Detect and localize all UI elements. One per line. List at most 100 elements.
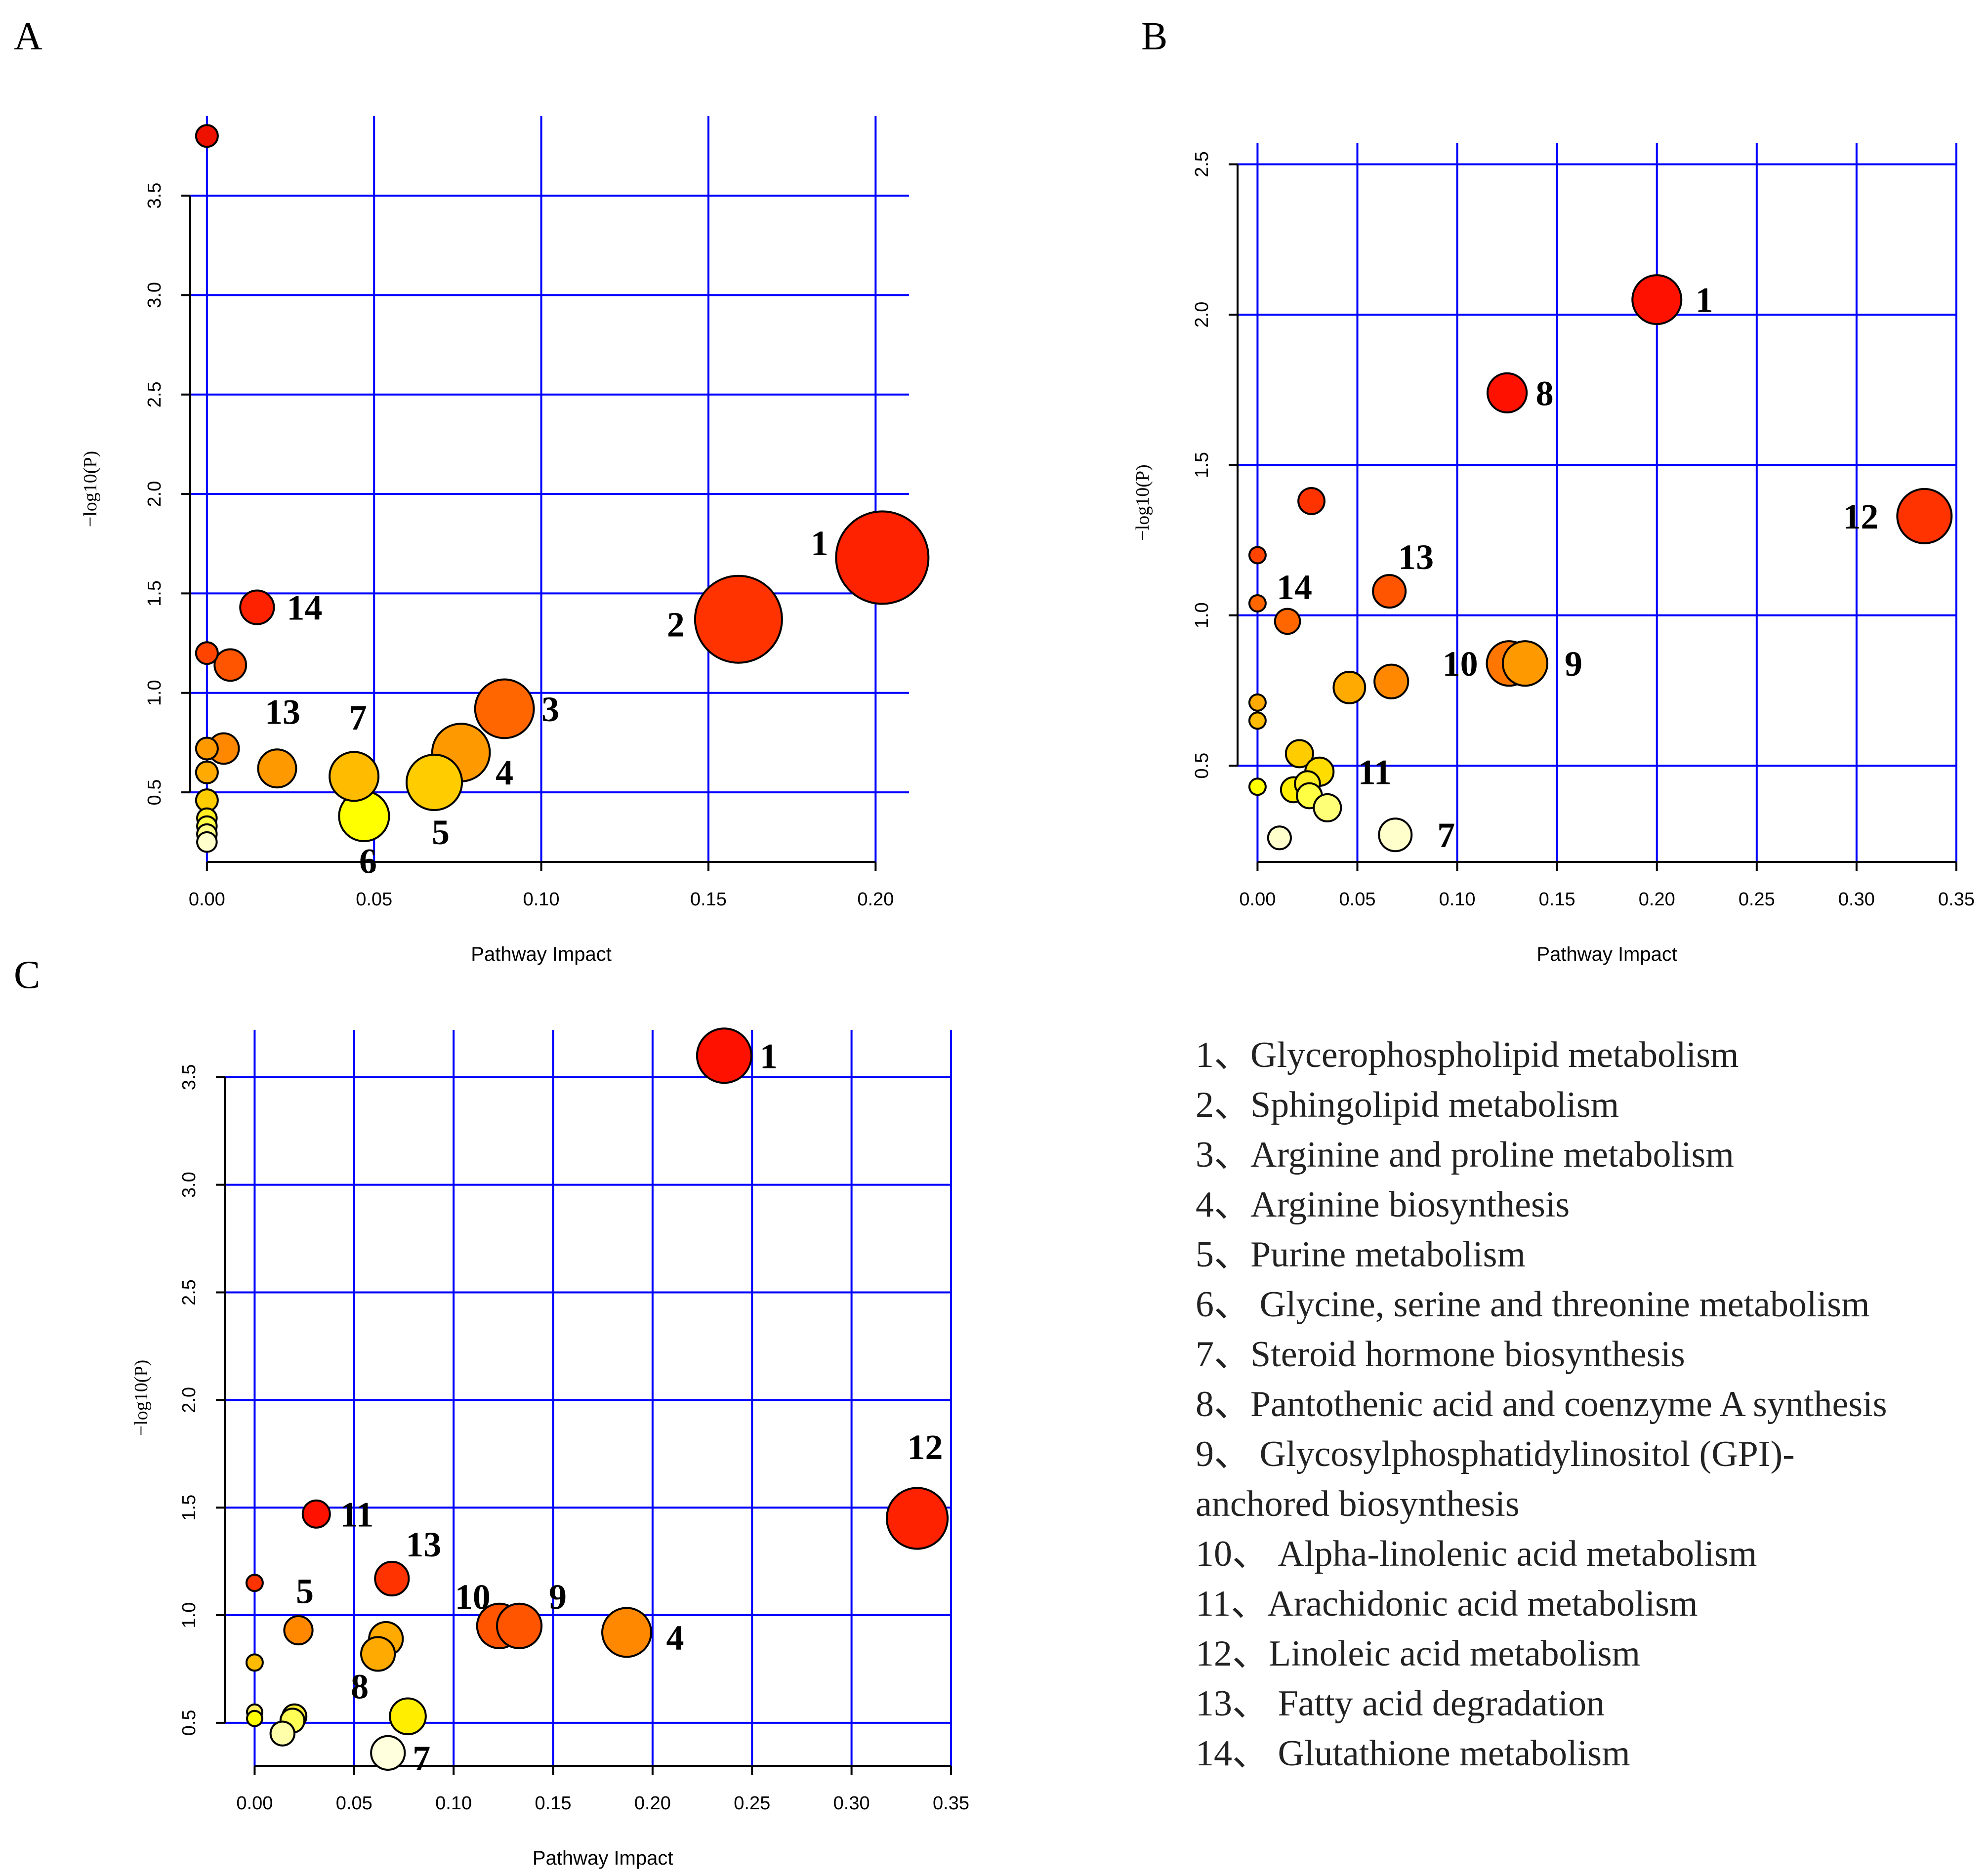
- legend-item: 2、Sphingolipid metabolism: [1196, 1085, 1619, 1125]
- bubble-point: [213, 648, 248, 682]
- legend-item: 9、 Glycosylphosphatidylinositol (GPI)-: [1196, 1434, 1795, 1474]
- y-tick-label: 2.5: [179, 1279, 200, 1305]
- bubble-point: [245, 1653, 264, 1672]
- y-tick-label: 3.5: [179, 1064, 200, 1090]
- bubble-point: [474, 678, 535, 739]
- bubble-point: [405, 753, 463, 812]
- bubble-point: [885, 1487, 949, 1550]
- x-tick-label: 0.20: [1639, 889, 1675, 910]
- bubbles-b: 1 8 12 13 14 10 9 11 7: [1248, 274, 1953, 855]
- y-tick-label: 0.5: [1192, 753, 1212, 779]
- y-tick-label: 2.5: [1192, 151, 1212, 177]
- x-tick-label: 0.05: [336, 1793, 373, 1814]
- x-tick-label: 0.35: [1938, 889, 1975, 910]
- bubble-label: 1: [760, 1036, 778, 1076]
- y-tick-label: 0.5: [144, 779, 165, 806]
- bubbles-c: 1 12 11 13 10 9 4 5 8 7: [245, 1027, 949, 1778]
- bubble-label: 8: [1536, 373, 1554, 413]
- bubble-point: [1248, 711, 1267, 730]
- bubble-point: [1378, 817, 1413, 853]
- bubble-label: 13: [406, 1525, 441, 1564]
- x-tick-label: 0.35: [933, 1793, 969, 1814]
- bubble-point: [496, 1602, 543, 1649]
- bubble-point: [1631, 274, 1683, 326]
- y-tick-label: 3.5: [144, 183, 165, 209]
- bubble-point: [370, 1735, 406, 1771]
- bubble-point: [1297, 487, 1325, 515]
- bubble-point: [195, 641, 219, 665]
- bubble-point: [195, 736, 219, 761]
- panel-letter-c: C: [14, 953, 40, 997]
- bubble-label: 12: [908, 1427, 943, 1467]
- y-axis-title: −log10(P): [80, 451, 101, 527]
- bubble-label: 1: [1696, 281, 1713, 320]
- bubble-point: [1248, 594, 1267, 612]
- bubble-point: [301, 1499, 331, 1529]
- y-tick-label: 2.0: [179, 1387, 200, 1413]
- x-tick-label: 0.15: [690, 889, 727, 910]
- x-tick-label: 0.15: [535, 1793, 572, 1814]
- bubble-point: [195, 124, 219, 148]
- bubble-point: [1267, 825, 1292, 851]
- panel-letter-b: B: [1141, 15, 1167, 58]
- y-tick-label: 2.0: [144, 481, 165, 507]
- x-tick-label: 0.10: [523, 889, 560, 910]
- bubble-label: 4: [496, 753, 513, 793]
- x-tick-label: 0.05: [1339, 889, 1376, 910]
- legend-item: 4、Arginine biosynthesis: [1196, 1184, 1570, 1225]
- legend-item: anchored biosynthesis: [1196, 1484, 1520, 1524]
- x-axis-title: Pathway Impact: [533, 1847, 673, 1869]
- bubble-label: 3: [541, 690, 559, 729]
- legend-item: 5、Purine metabolism: [1196, 1234, 1526, 1275]
- bubble-label: 12: [1843, 497, 1878, 536]
- legend-item: 10、 Alpha-linolenic acid metabolism: [1196, 1534, 1757, 1574]
- x-tick-label: 0.20: [634, 1793, 671, 1814]
- y-tick-label: 1.0: [1192, 602, 1212, 628]
- legend-item: 7、Steroid hormone biosynthesis: [1196, 1334, 1685, 1375]
- pathway-legend: 1、Glycerophospholipid metabolism 2、Sphing…: [1196, 1035, 1887, 1774]
- bubble-label: 5: [432, 813, 450, 852]
- bubble-label: 11: [1358, 752, 1392, 792]
- y-tick-label: 1.0: [144, 680, 165, 706]
- bubble-point: [1487, 372, 1528, 413]
- y-tick-label: 1.5: [1192, 452, 1212, 478]
- bubble-label: 2: [667, 605, 685, 645]
- legend-item: 6、 Glycine, serine and threonine metabol…: [1196, 1284, 1870, 1325]
- grid-lines-c: [225, 1030, 952, 1766]
- bubble-point: [835, 510, 930, 605]
- bubble-point: [1248, 546, 1267, 565]
- bubble-point: [269, 1720, 295, 1747]
- bubble-label: 1: [811, 524, 828, 563]
- bubble-point: [360, 1636, 396, 1672]
- grid-lines-a: [190, 116, 909, 862]
- x-tick-label: 0.15: [1539, 889, 1575, 910]
- x-tick-label: 0.10: [435, 1793, 472, 1814]
- bubble-point: [1248, 693, 1267, 712]
- legend-item: 13、 Fatty acid degradation: [1196, 1683, 1605, 1724]
- bubble-label: 4: [666, 1618, 684, 1658]
- bubble-point: [329, 751, 380, 802]
- legend-item: 1、Glycerophospholipid metabolism: [1196, 1035, 1739, 1075]
- bubbles-a: 1 2 34 5 6 7 13 14: [195, 124, 930, 881]
- bubble-point: [694, 574, 783, 664]
- x-tick-label: 0.05: [356, 889, 392, 910]
- bubble-point: [283, 1615, 314, 1646]
- bubble-label: 14: [287, 588, 322, 628]
- bubble-point: [1248, 777, 1267, 796]
- bubble-label: 5: [296, 1572, 314, 1611]
- legend-item: 3、Arginine and proline metabolism: [1196, 1135, 1734, 1175]
- x-tick-label: 0.00: [189, 889, 225, 910]
- bubble-label: 7: [413, 1739, 430, 1778]
- bubble-point: [196, 831, 218, 853]
- bubble-point: [601, 1607, 653, 1658]
- bubble-label: 13: [1398, 537, 1434, 577]
- bubble-label: 10: [1443, 644, 1478, 684]
- bubble-point: [1274, 608, 1301, 635]
- bubble-label: 6: [359, 841, 377, 881]
- bubble-point: [239, 589, 275, 625]
- bubble-label: 13: [265, 693, 300, 732]
- legend-item: 8、Pantothenic acid and coenzyme A synthe…: [1196, 1384, 1887, 1425]
- bubble-point: [1373, 663, 1409, 699]
- y-tick-label: 3.0: [179, 1172, 200, 1198]
